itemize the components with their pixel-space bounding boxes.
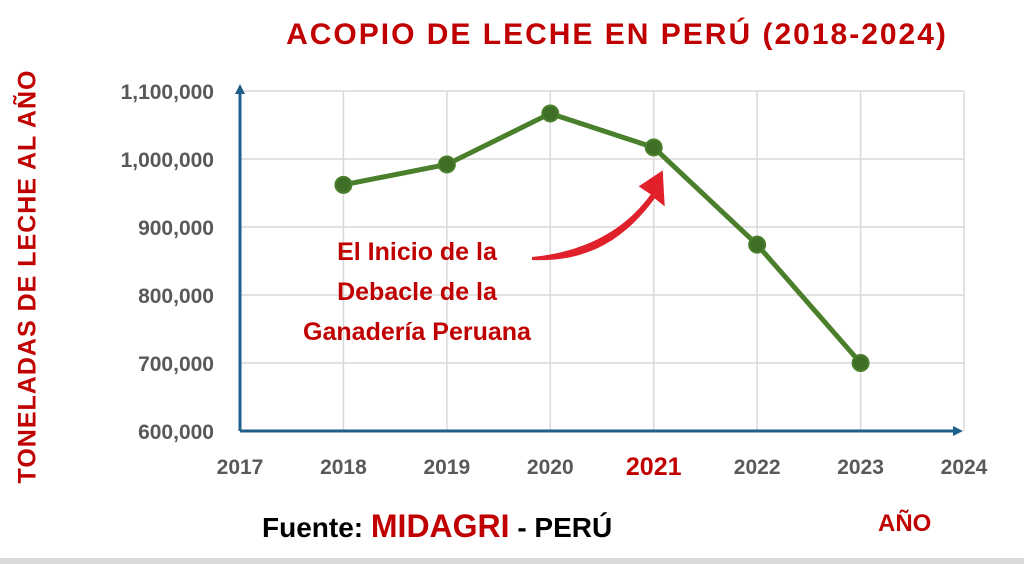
annotation-line-1: El Inicio de la: [337, 238, 497, 266]
grid-layer: [240, 90, 965, 431]
x-tick-label: 2023: [837, 456, 884, 479]
y-axis-label: TONELADAS DE LECHE AL AÑO: [13, 69, 42, 484]
data-point-2021: [644, 138, 663, 157]
x-tick-label: 2022: [734, 456, 781, 479]
y-tick-label: 600,000: [138, 421, 214, 444]
x-tick-label: 2019: [423, 456, 470, 479]
annotation-line-3: Ganadería Peruana: [303, 318, 531, 346]
data-point-2018: [334, 175, 353, 194]
x-tick-label: 2020: [527, 456, 574, 479]
x-tick-label: 2024: [941, 456, 988, 479]
bottom-divider: [0, 558, 1024, 564]
y-tick-label: 700,000: [138, 353, 214, 376]
source-prefix: Fuente:: [262, 512, 371, 543]
data-point-2019: [437, 155, 456, 174]
axes-layer: [235, 84, 963, 436]
series-layer: [334, 104, 870, 372]
data-point-2020: [541, 104, 560, 123]
y-tick-label: 1,000,000: [121, 149, 214, 172]
annotation-text: El Inicio de la Debacle de la Ganadería …: [262, 232, 572, 352]
x-tick-label: 2018: [320, 456, 367, 479]
tick-labels: 600,000 700,000 800,000 900,000 1,000,000 1,1…: [121, 81, 988, 481]
y-tick-label: 1,100,000: [121, 81, 214, 104]
annotation-arrow: [532, 170, 665, 261]
source-brand: MIDAGRI: [370, 508, 510, 544]
data-point-2023: [851, 354, 870, 372]
series-line: [340, 110, 864, 366]
x-tick-label: 2017: [217, 456, 264, 479]
source-note: Fuente: MIDAGRI - PERÚ: [262, 508, 612, 545]
chart-title: ACOPIO DE LECHE EN PERÚ (2018-2024): [286, 18, 948, 51]
y-tick-label: 900,000: [138, 217, 214, 240]
data-point-2022: [748, 235, 767, 254]
y-tick-label: 800,000: [138, 285, 214, 308]
source-suffix: - PERÚ: [509, 512, 613, 543]
annotation-arrow-shape: [532, 170, 665, 261]
x-tick-label: 2021: [626, 453, 682, 481]
x-axis-label: AÑO: [878, 510, 932, 537]
annotation-line-2: Debacle de la: [337, 278, 497, 306]
